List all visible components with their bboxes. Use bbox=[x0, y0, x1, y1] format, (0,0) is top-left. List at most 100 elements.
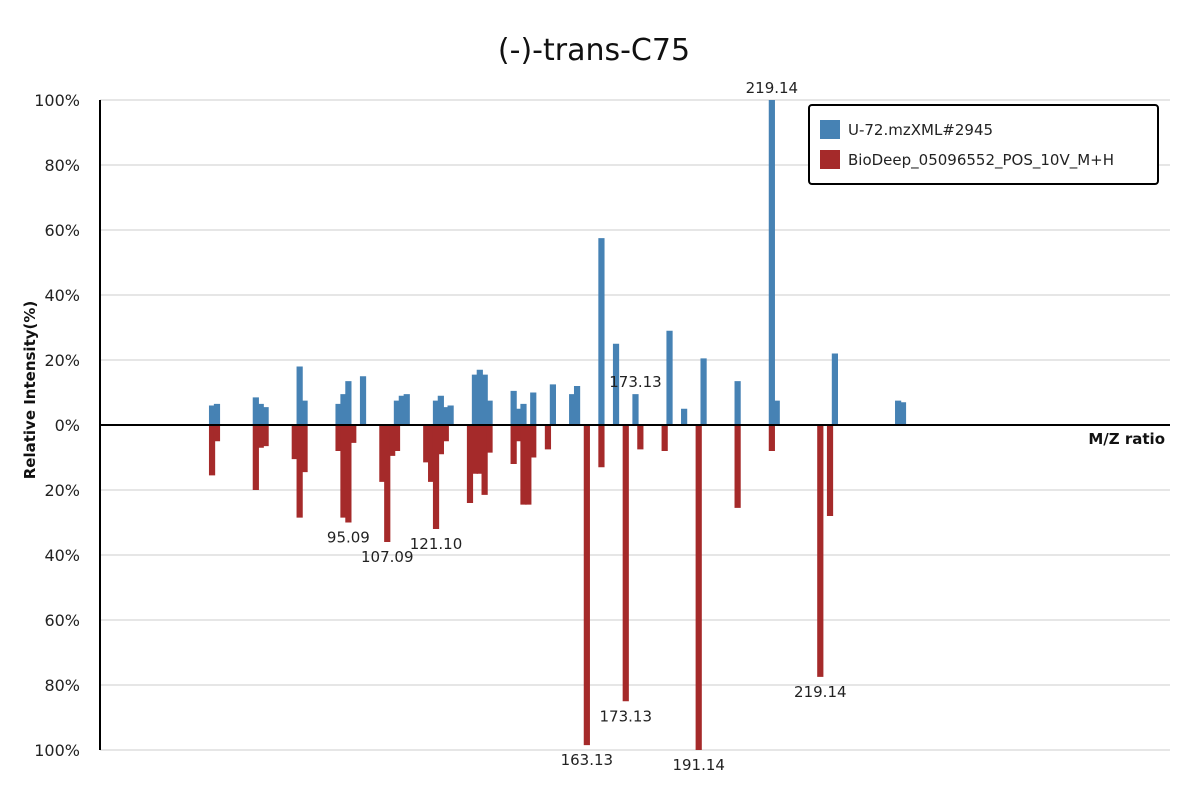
observed-peak-bar bbox=[666, 330, 673, 425]
observed-peak-bar bbox=[335, 403, 342, 426]
peak-label: 191.14 bbox=[672, 756, 725, 774]
reference-peak-bar bbox=[530, 425, 537, 458]
reference-peak-bar bbox=[520, 425, 527, 505]
observed-peak-bar bbox=[549, 384, 556, 426]
observed-peak-bar bbox=[530, 392, 537, 425]
reference-peak-bar bbox=[598, 425, 605, 468]
peak-label: 107.09 bbox=[361, 548, 414, 566]
peak-label: 95.09 bbox=[327, 529, 370, 547]
reference-peak-bar bbox=[481, 425, 488, 495]
reference-peak-bar bbox=[661, 425, 668, 451]
observed-peak-bar bbox=[481, 374, 488, 426]
reference-peak-bar bbox=[695, 425, 702, 750]
reference-peak-bar bbox=[262, 425, 269, 447]
y-axis-title: Relative Intensity(%) bbox=[21, 301, 39, 480]
reference-peak-bar bbox=[423, 425, 430, 463]
reference-peak-bar bbox=[544, 425, 552, 450]
reference-peak-bar bbox=[335, 425, 342, 451]
reference-peak-bar bbox=[486, 425, 493, 453]
observed-peak-bar bbox=[681, 408, 688, 425]
reference-peak-bar bbox=[384, 425, 391, 542]
observed-peak-bar bbox=[569, 394, 576, 426]
reference-peak-bar bbox=[428, 425, 435, 482]
observed-peak-bar bbox=[598, 238, 605, 425]
reference-peak-bar bbox=[471, 425, 478, 474]
observed-peak-bar bbox=[515, 408, 522, 425]
reference-peak-bar bbox=[213, 425, 221, 442]
observed-peak-bar bbox=[612, 343, 620, 425]
reference-peak-bar bbox=[301, 425, 308, 473]
peak-label: 173.13 bbox=[609, 373, 662, 391]
reference-peak-bar bbox=[437, 425, 444, 455]
observed-peak-bar bbox=[393, 400, 401, 426]
observed-peak-bar bbox=[773, 400, 780, 426]
reference-peak-bar bbox=[583, 425, 590, 746]
y-tick-label: 80% bbox=[44, 156, 80, 175]
observed-peak-bar bbox=[447, 405, 454, 425]
observed-peak-bar bbox=[252, 397, 259, 426]
x-axis-title: M/Z ratio bbox=[1088, 430, 1165, 448]
y-tick-labels: 100% 80% 60% 40% 20% 0% 20% 40% 60% 80% 100% bbox=[34, 91, 80, 760]
reference-peak-bar bbox=[345, 425, 352, 523]
observed-peak-bar bbox=[296, 366, 303, 425]
reference-peak-bar bbox=[768, 425, 775, 451]
observed-peak-bar bbox=[398, 395, 405, 425]
y-tick-label: 60% bbox=[44, 221, 80, 240]
observed-peak-bar bbox=[895, 400, 902, 426]
y-tick-label: 20% bbox=[44, 481, 80, 500]
y-tick-label: 40% bbox=[44, 546, 80, 565]
reference-peak-bar bbox=[622, 425, 629, 702]
grid-lines bbox=[100, 99, 1170, 751]
reference-peak-bar bbox=[208, 425, 216, 476]
reference-peak-bar bbox=[432, 425, 440, 529]
observed-peak-bar bbox=[257, 403, 264, 426]
observed-peak-bar bbox=[486, 400, 493, 426]
observed-peak-bar bbox=[768, 100, 775, 425]
legend: U-72.mzXML#2945 BioDeep_05096552_POS_10V… bbox=[808, 104, 1159, 185]
observed-peak-bar bbox=[301, 400, 308, 426]
reference-peak-bar bbox=[734, 425, 741, 508]
y-tick-label: 100% bbox=[34, 91, 80, 110]
reference-peak-bar bbox=[510, 425, 517, 464]
bars bbox=[208, 100, 907, 750]
observed-peak-bar bbox=[213, 403, 221, 426]
observed-peak-bar bbox=[432, 400, 440, 426]
y-tick-label: 0% bbox=[55, 416, 80, 435]
reference-peak-bar bbox=[296, 425, 303, 518]
y-tick-label: 80% bbox=[44, 676, 80, 695]
observed-peak-bar bbox=[208, 405, 216, 425]
reference-peak-bar bbox=[637, 425, 644, 450]
observed-peak-bar bbox=[262, 407, 269, 426]
reference-peak-bar bbox=[826, 425, 834, 516]
reference-peak-bar bbox=[340, 425, 347, 518]
observed-peak-bar bbox=[471, 374, 479, 426]
legend-box bbox=[808, 104, 1159, 185]
y-tick-label: 40% bbox=[44, 286, 80, 305]
reference-peak-bar bbox=[515, 425, 522, 442]
peak-label: 121.10 bbox=[410, 535, 463, 553]
y-tick-label: 20% bbox=[44, 351, 80, 370]
legend-label-reference: BioDeep_05096552_POS_10V_M+H bbox=[848, 151, 1114, 170]
reference-peak-bar bbox=[257, 425, 264, 448]
observed-peak-bar bbox=[359, 376, 367, 425]
observed-peak-bar bbox=[831, 353, 838, 425]
observed-peak-bar bbox=[899, 402, 907, 425]
observed-peak-bar bbox=[476, 369, 483, 425]
observed-peak-bar bbox=[700, 358, 707, 426]
observed-peak-bar bbox=[442, 407, 449, 426]
reference-peak-bar bbox=[393, 425, 401, 451]
observed-peak-bar bbox=[632, 394, 639, 426]
observed-peak-bar bbox=[437, 395, 444, 425]
peak-label: 219.14 bbox=[746, 79, 799, 97]
reference-peak-bar bbox=[291, 425, 298, 460]
peak-label: 173.13 bbox=[600, 707, 653, 725]
y-tick-label: 100% bbox=[34, 741, 80, 760]
reference-peak-bar bbox=[389, 425, 396, 456]
observed-peak-bar bbox=[345, 381, 352, 426]
observed-peak-bar bbox=[340, 394, 347, 426]
reference-peak-bar bbox=[350, 425, 357, 443]
reference-peak-bar bbox=[476, 425, 483, 474]
peak-label: 219.14 bbox=[794, 683, 847, 701]
